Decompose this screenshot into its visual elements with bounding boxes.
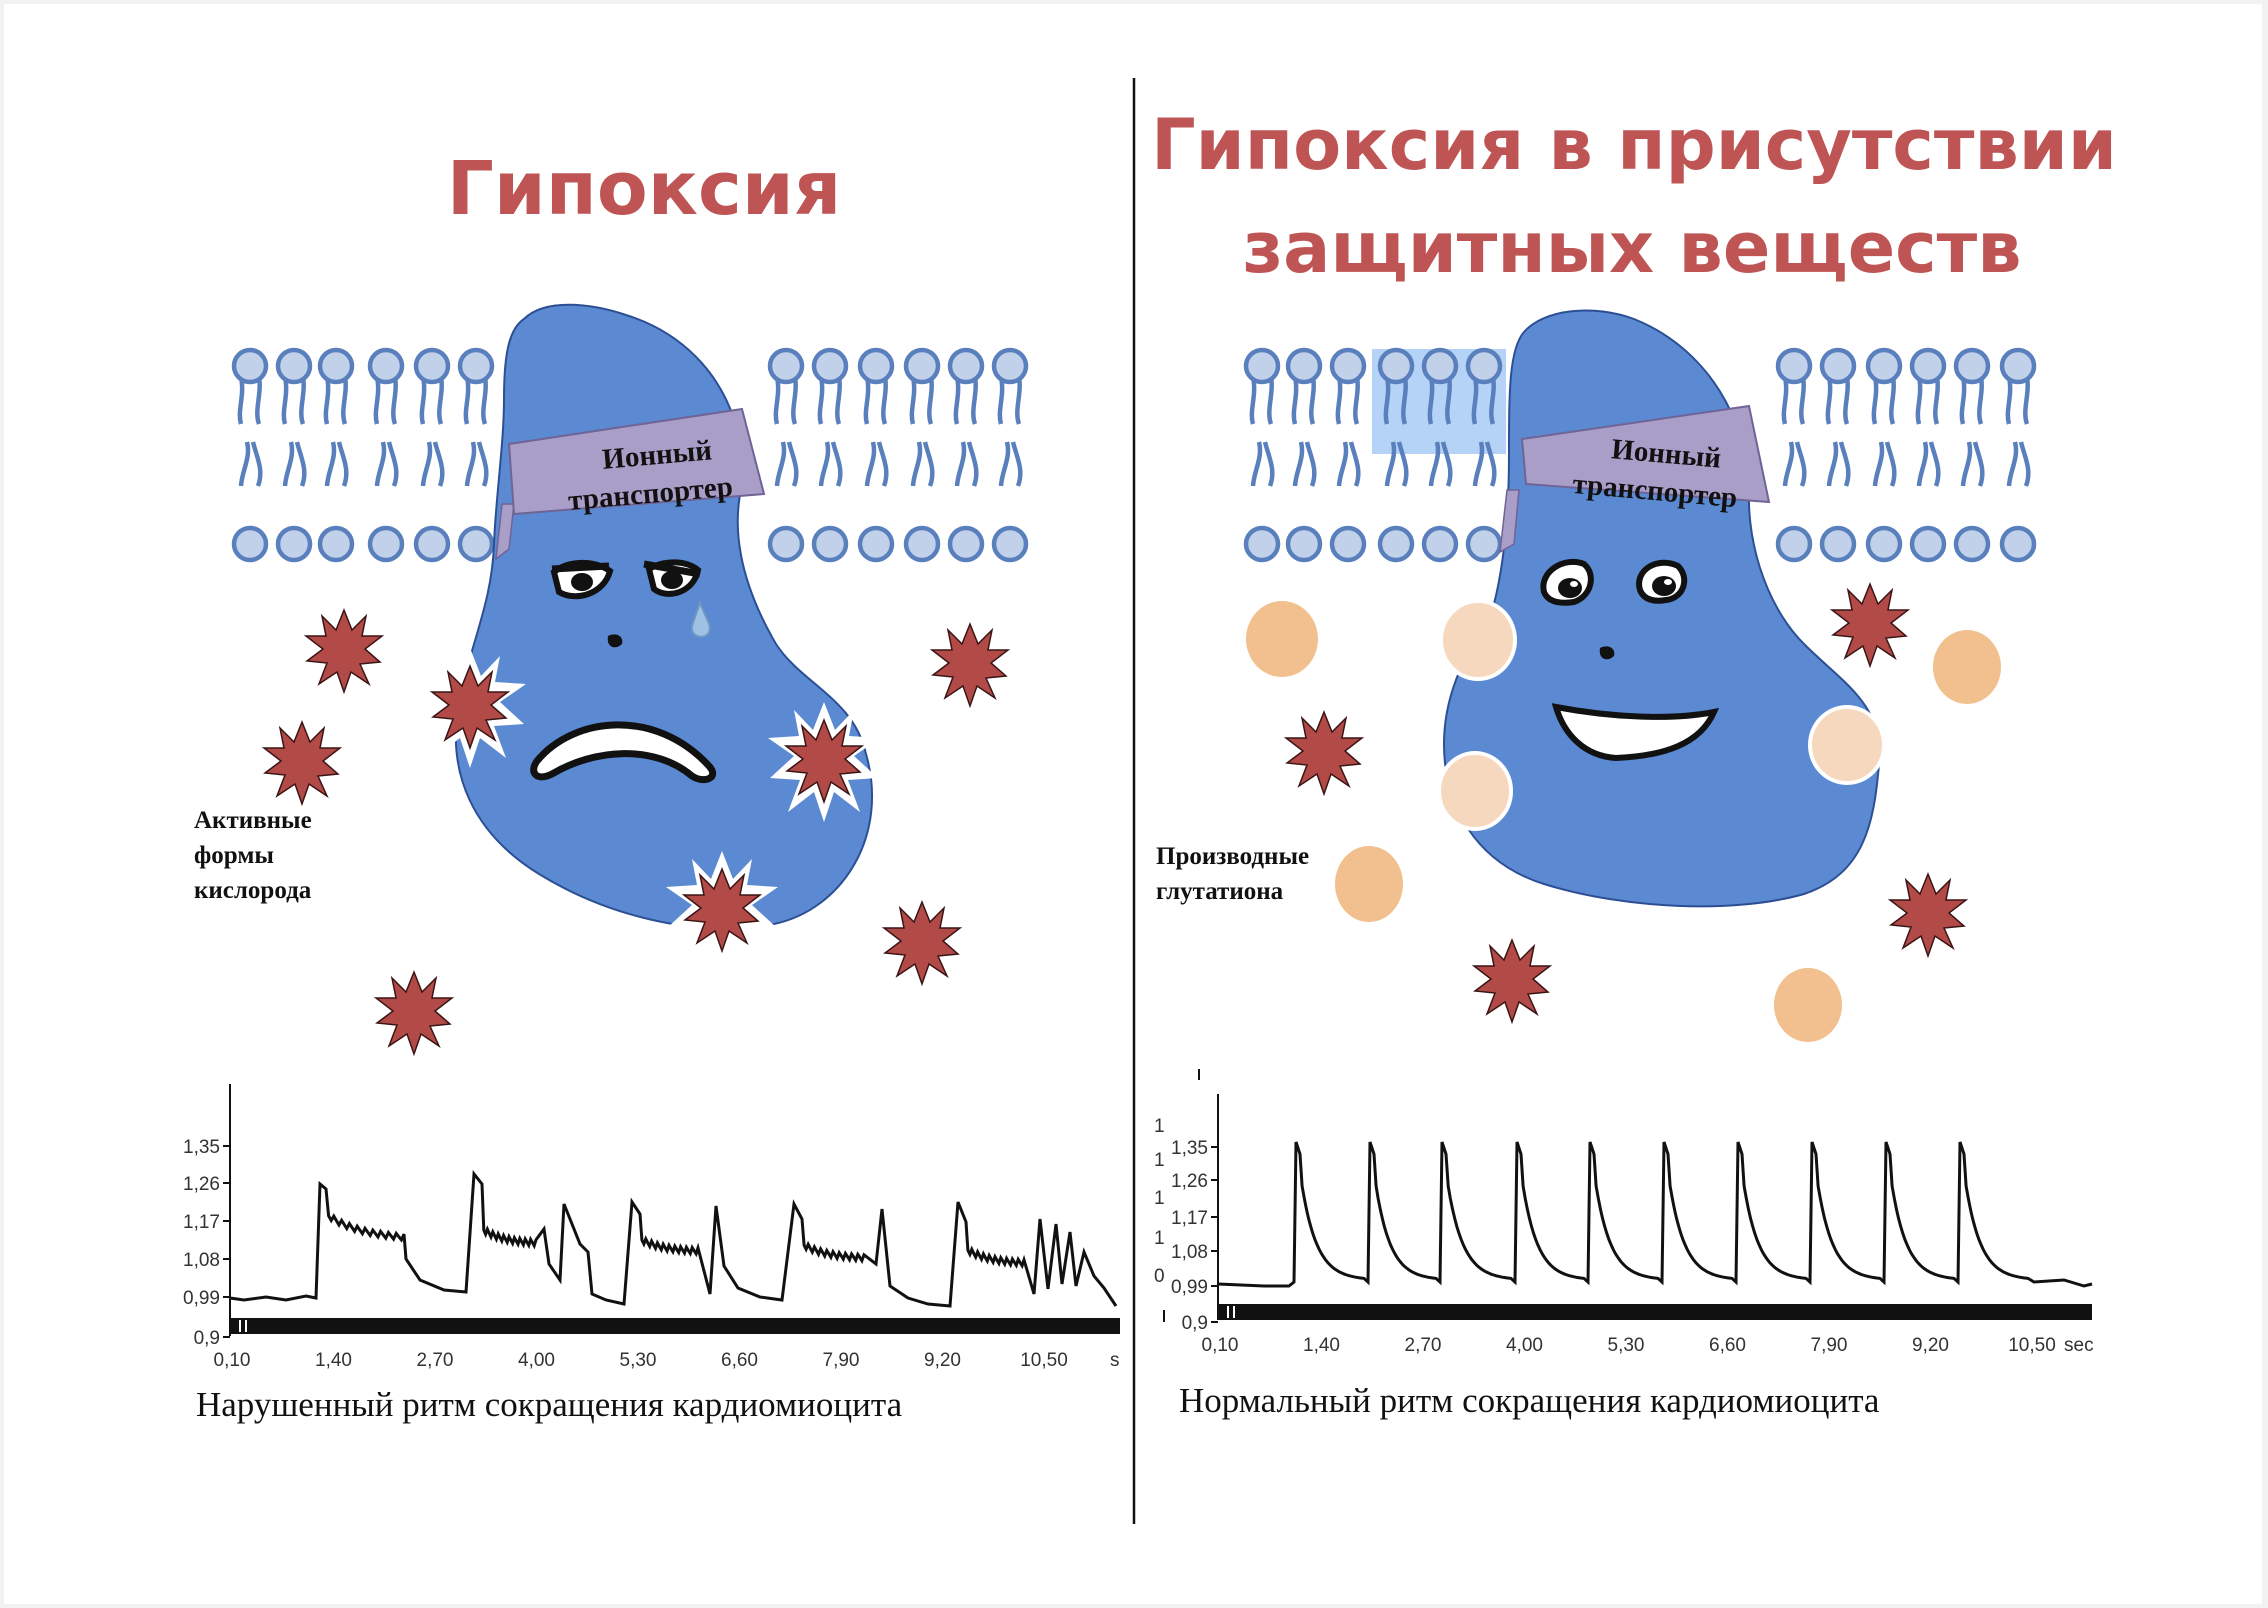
- svg-text:кислорода: кислорода: [194, 877, 312, 904]
- nose-icon: [1599, 646, 1615, 660]
- x-unit-label: s: [1110, 1350, 1120, 1371]
- x-tick-label: 2,70: [1405, 1335, 1442, 1356]
- svg-text:Производные: Производные: [1156, 843, 1309, 870]
- figure: Гипоксия Ионный транспортер: [183, 78, 2117, 1524]
- x-tick-label: 2,70: [417, 1350, 454, 1371]
- right-caption: Нормальный ритм сокращения кардиомиоцита: [1179, 1381, 1880, 1420]
- x-tick-label: 1,40: [315, 1350, 352, 1371]
- right-panel: Гипоксия в присутствии защитных веществ …: [1151, 104, 2117, 1420]
- smile-mouth-icon: [1551, 703, 1720, 762]
- x-tick-label: 10,50: [1020, 1350, 1068, 1371]
- x-tick-label: 5,30: [620, 1350, 657, 1371]
- x-tick-label: 9,20: [1912, 1335, 1949, 1356]
- glutathione-circles: [1246, 599, 2001, 1042]
- x-tick-label: 4,00: [518, 1350, 555, 1371]
- ros-label: Активные формы кислорода: [194, 807, 312, 904]
- y-tick-label: 0,99: [1171, 1277, 1208, 1298]
- x-tick-label: 5,30: [1608, 1335, 1645, 1356]
- x-tick-label: 0,10: [1202, 1335, 1239, 1356]
- left-panel: Гипоксия Ионный транспортер: [183, 146, 1120, 1424]
- x-tick-label: 9,20: [924, 1350, 961, 1371]
- x-tick-label: 4,00: [1506, 1335, 1543, 1356]
- svg-text:защитных веществ: защитных веществ: [1242, 207, 2021, 289]
- x-tick-label: 10,50: [2008, 1335, 2056, 1356]
- left-trace-chart: 1,35 1,26 1,17 1,08 0,99 0,9 0,10 1,40 2,70 4,00…: [183, 1084, 1120, 1371]
- y-tick-label: 1,35: [1171, 1138, 1208, 1159]
- x-unit-label: sec: [2064, 1335, 2094, 1356]
- page: Гипоксия Ионный транспортер: [4, 4, 2262, 1604]
- svg-text:1: 1: [1154, 1228, 1165, 1249]
- svg-text:Гипоксия в присутствии: Гипоксия в присутствии: [1151, 104, 2117, 186]
- x-tick-label: 0,10: [214, 1350, 251, 1371]
- sad-face: [530, 559, 717, 784]
- y-tick-label: 1,17: [1171, 1208, 1208, 1229]
- left-title: Гипоксия: [447, 146, 841, 232]
- left-caption: Нарушенный ритм сокращения кардиомиоцита: [196, 1385, 903, 1424]
- tear-icon: [690, 598, 711, 638]
- happy-face: [1540, 559, 1720, 762]
- left-contraction-trace: [229, 1170, 1118, 1308]
- svg-text:глутатиона: глутатиона: [1156, 878, 1284, 905]
- left-protein: [454, 303, 874, 930]
- y-tick-label: 1,26: [183, 1174, 220, 1195]
- svg-text:формы: формы: [194, 842, 274, 869]
- svg-text:0: 0: [1154, 1266, 1165, 1287]
- y-tick-label: 1,26: [1171, 1171, 1208, 1192]
- svg-text:1: 1: [1154, 1188, 1165, 1209]
- svg-text:1: 1: [1154, 1116, 1165, 1137]
- y-tick-label: 1,17: [183, 1212, 220, 1233]
- x-tick-label: 1,40: [1303, 1335, 1340, 1356]
- x-tick-label: 6,60: [1709, 1335, 1746, 1356]
- frown-mouth-icon: [530, 721, 717, 784]
- y-tick-label: 0,99: [183, 1288, 220, 1309]
- right-trace-chart: 1,35 1,26 1,17 1,08 0,99 0,9 1 1 1 1 0 0,10 1,…: [1154, 1069, 2094, 1356]
- nose-icon: [607, 634, 623, 648]
- y-tick-label: 1,08: [1171, 1242, 1208, 1263]
- left-transporter-band: [507, 407, 766, 516]
- y-tick-label: 0,9: [194, 1328, 220, 1349]
- right-transporter-band: [1520, 404, 1771, 504]
- right-contraction-trace: [1217, 1141, 2093, 1288]
- right-protein: [1442, 309, 1881, 908]
- svg-text:1: 1: [1154, 1150, 1165, 1171]
- svg-text:Активные: Активные: [194, 807, 312, 834]
- y-tick-label: 0,9: [1182, 1313, 1208, 1334]
- x-tick-label: 7,90: [823, 1350, 860, 1371]
- y-tick-label: 1,08: [183, 1250, 220, 1271]
- x-tick-label: 7,90: [1811, 1335, 1848, 1356]
- glutathione-label: Производные глутатиона: [1156, 843, 1309, 905]
- x-tick-label: 6,60: [721, 1350, 758, 1371]
- right-title: Гипоксия в присутствии защитных веществ: [1151, 104, 2117, 289]
- y-tick-label: 1,35: [183, 1137, 220, 1158]
